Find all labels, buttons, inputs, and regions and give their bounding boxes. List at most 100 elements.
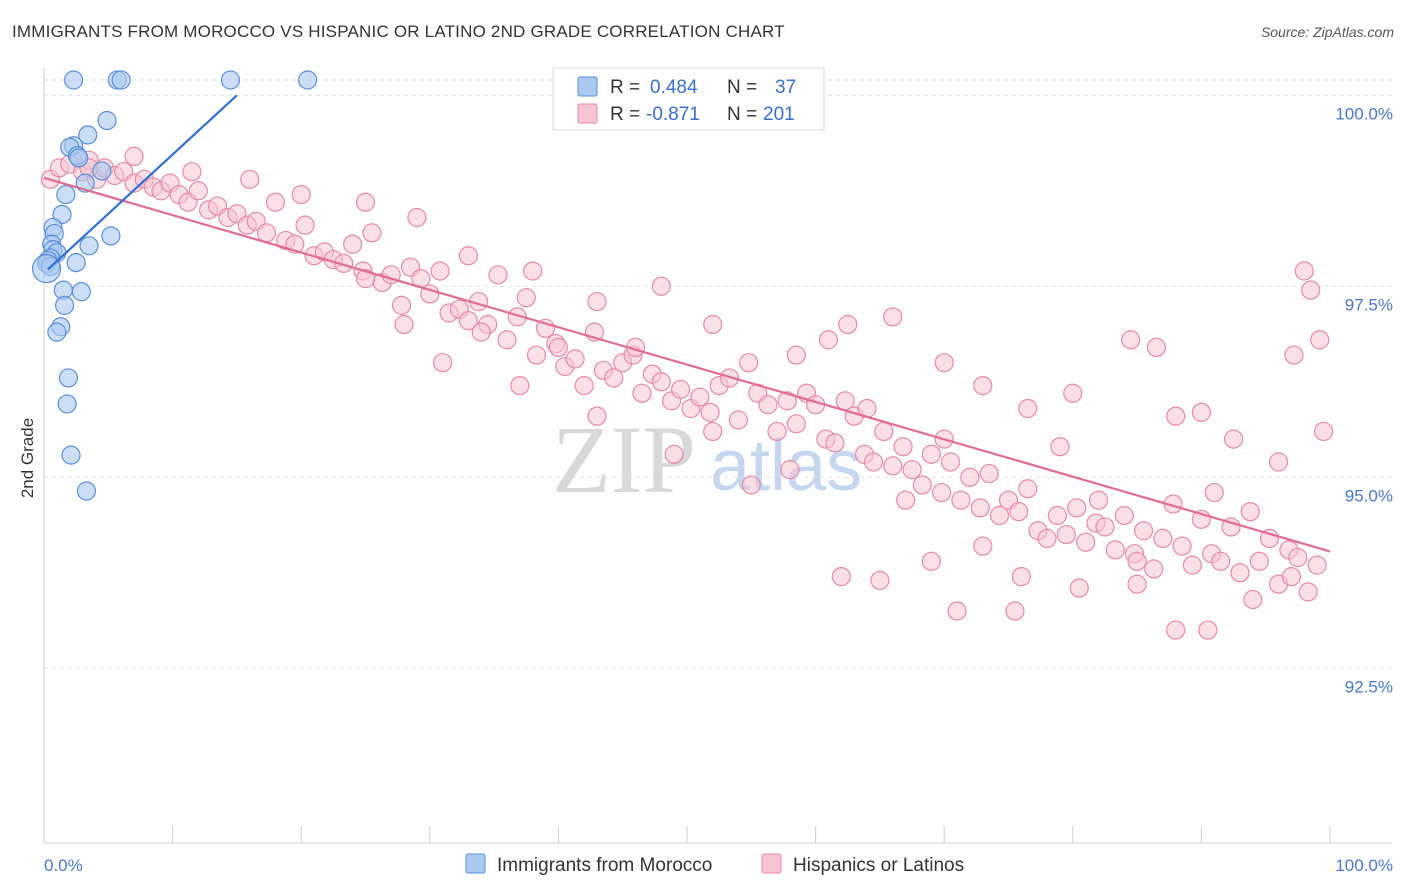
hispanic-point-178 bbox=[523, 261, 543, 281]
morocco-point-36 bbox=[76, 481, 97, 501]
legend-n-label-2: N = bbox=[727, 104, 757, 125]
hispanic-point-115 bbox=[1144, 559, 1164, 579]
hispanic-point-187 bbox=[1166, 620, 1186, 640]
hispanic-point-88 bbox=[883, 456, 903, 476]
hispanic-point-77 bbox=[777, 391, 797, 411]
hispanic-point-170 bbox=[973, 376, 993, 396]
hispanic-point-78 bbox=[786, 414, 806, 434]
hispanic-point-125 bbox=[1240, 502, 1260, 522]
hispanic-point-174 bbox=[786, 345, 806, 365]
hispanic-point-167 bbox=[1121, 330, 1141, 350]
hispanic-point-166 bbox=[1146, 337, 1166, 357]
hispanic-point-164 bbox=[1223, 429, 1244, 449]
hispanic-point-56 bbox=[574, 376, 594, 396]
chart-source: Source: ZipAtlas.com bbox=[1260, 24, 1394, 40]
hispanic-point-118 bbox=[1172, 536, 1192, 556]
hispanic-point-162 bbox=[1301, 280, 1321, 300]
hispanic-point-191 bbox=[1069, 578, 1089, 598]
hispanic-point-137 bbox=[510, 376, 530, 396]
hispanic-point-160 bbox=[1310, 330, 1330, 350]
hispanic-point-95 bbox=[951, 490, 971, 510]
hispanic-point-126 bbox=[1249, 551, 1269, 571]
hispanic-point-168 bbox=[1063, 383, 1083, 403]
morocco-point-5 bbox=[97, 110, 117, 131]
x-tick-label-0: 0.0% bbox=[44, 856, 83, 875]
morocco-point-19 bbox=[79, 236, 99, 256]
hispanic-trend-line bbox=[43, 176, 1331, 553]
hispanic-point-194 bbox=[921, 551, 941, 571]
legend-r-label-1: R = bbox=[610, 77, 640, 98]
hispanic-point-192 bbox=[1127, 551, 1147, 571]
hispanic-point-155 bbox=[1204, 482, 1224, 503]
hispanic-point-138 bbox=[548, 337, 569, 357]
hispanic-point-124 bbox=[1230, 563, 1250, 583]
hispanic-point-96 bbox=[960, 467, 980, 487]
hispanic-point-176 bbox=[651, 276, 671, 296]
hispanic-point-193 bbox=[870, 570, 890, 591]
legend-n-value-2: 201 bbox=[763, 104, 795, 125]
hispanic-point-98 bbox=[979, 463, 999, 484]
morocco-point-11 bbox=[92, 161, 112, 181]
hispanic-point-16 bbox=[188, 181, 208, 201]
hispanic-point-177 bbox=[587, 291, 607, 312]
hispanic-point-24 bbox=[265, 192, 286, 212]
hispanic-point-159 bbox=[1294, 261, 1314, 281]
morocco-point-4 bbox=[298, 70, 318, 90]
hispanic-point-107 bbox=[1067, 498, 1087, 518]
hispanic-point-149 bbox=[973, 536, 993, 556]
hispanic-point-172 bbox=[883, 307, 903, 327]
morocco-point-10 bbox=[69, 148, 89, 168]
hispanic-point-135 bbox=[433, 353, 453, 373]
hispanic-point-104 bbox=[1037, 528, 1057, 549]
hispanic-point-131 bbox=[1298, 582, 1318, 602]
hispanic-point-51 bbox=[526, 345, 547, 365]
morocco-point-2 bbox=[111, 70, 131, 90]
hispanic-point-97 bbox=[970, 498, 990, 518]
legend-r-label-2: R = bbox=[610, 104, 640, 125]
x-tick-label-1: 100.0% bbox=[1335, 856, 1393, 875]
hispanic-point-90 bbox=[902, 460, 922, 480]
stats-legend: R = 0.484 N = 37 R = -0.871 N = 201 bbox=[552, 67, 825, 131]
hispanic-point-110 bbox=[1095, 517, 1115, 537]
hispanic-point-87 bbox=[874, 421, 894, 442]
morocco-point-33 bbox=[58, 368, 79, 388]
trend-lines bbox=[43, 94, 1331, 553]
hispanic-point-64 bbox=[651, 372, 671, 392]
hispanic-point-130 bbox=[1288, 547, 1308, 568]
morocco-point-0 bbox=[63, 70, 84, 90]
hispanic-point-132 bbox=[1307, 555, 1327, 575]
morocco-point-14 bbox=[52, 204, 72, 225]
morocco-point-6 bbox=[78, 125, 98, 145]
y-tick-label-3: 92.5% bbox=[1345, 677, 1393, 696]
morocco-point-34 bbox=[57, 394, 77, 414]
hispanic-point-27 bbox=[295, 215, 315, 235]
hispanic-point-116 bbox=[1153, 528, 1173, 549]
hispanic-points bbox=[40, 146, 1334, 640]
morocco-point-27 bbox=[31, 254, 62, 284]
hispanic-point-94 bbox=[941, 452, 961, 472]
hispanic-point-106 bbox=[1056, 524, 1076, 545]
morocco-point-32 bbox=[47, 322, 67, 342]
hispanic-point-133 bbox=[355, 269, 376, 289]
hispanic-point-68 bbox=[690, 387, 710, 407]
hispanic-point-108 bbox=[1076, 532, 1096, 552]
hispanic-point-150 bbox=[1011, 566, 1031, 587]
hispanic-point-37 bbox=[391, 295, 412, 315]
x-tick-labels: 0.0% 100.0% bbox=[44, 856, 1393, 875]
hispanic-point-181 bbox=[355, 192, 376, 212]
hispanic-point-154 bbox=[1166, 406, 1186, 426]
hispanic-point-189 bbox=[947, 601, 967, 621]
hispanic-point-59 bbox=[604, 368, 624, 388]
hispanic-point-32 bbox=[343, 234, 363, 254]
chart-title: IMMIGRANTS FROM MOROCCO VS HISPANIC OR L… bbox=[12, 22, 785, 41]
hispanic-point-105 bbox=[1047, 505, 1067, 526]
morocco-point-24 bbox=[66, 252, 86, 273]
y-tick-label-2: 95.0% bbox=[1345, 486, 1393, 505]
bottom-legend-hispanic: Hispanics or Latinos bbox=[793, 855, 964, 876]
hispanic-point-62 bbox=[632, 383, 652, 403]
morocco-trend-line bbox=[47, 94, 238, 271]
hispanic-point-69 bbox=[700, 402, 720, 422]
hispanic-point-156 bbox=[1243, 589, 1263, 610]
hispanic-point-44 bbox=[458, 311, 478, 331]
legend-n-label-1: N = bbox=[727, 77, 757, 98]
